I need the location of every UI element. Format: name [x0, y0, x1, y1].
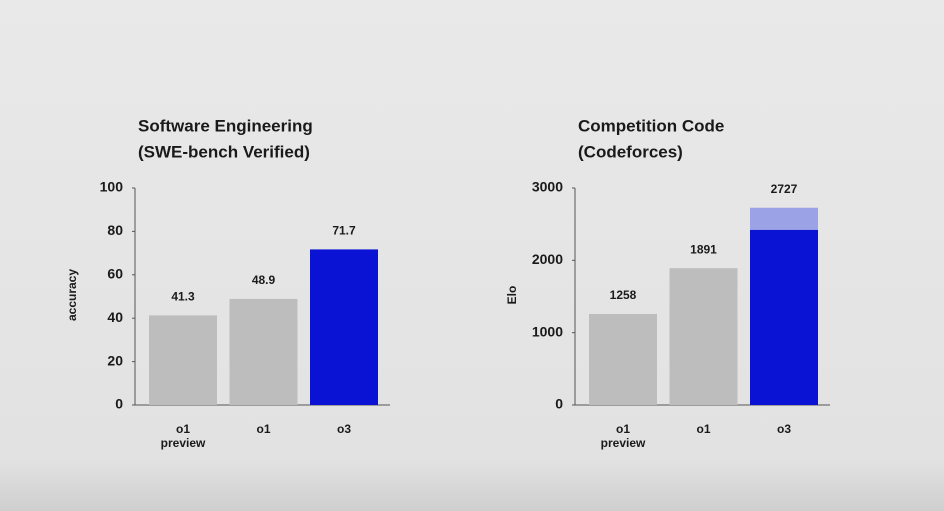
y-axis-label: accuracy — [65, 269, 79, 321]
value-label: 2727 — [771, 182, 798, 196]
chart-title: Competition Code — [578, 116, 724, 135]
x-tick-label: o1 preview — [161, 422, 206, 450]
y-tick-label: 80 — [107, 222, 123, 238]
bar — [669, 268, 738, 405]
bar — [310, 249, 378, 405]
y-tick-label: 20 — [107, 352, 123, 368]
chart-title: Software Engineering — [138, 116, 313, 135]
y-tick-label: 1000 — [532, 323, 563, 339]
y-axis-label: Elo — [505, 286, 519, 305]
x-tick-label: o1 — [696, 422, 710, 436]
x-tick-label: o1 — [256, 422, 270, 436]
bar — [229, 298, 298, 405]
value-label: 1258 — [610, 288, 637, 302]
x-tick-label: o1 preview — [601, 422, 646, 450]
value-label: 1891 — [690, 242, 717, 256]
x-tick-label: o3 — [777, 422, 791, 436]
y-tick-label: 40 — [107, 309, 123, 325]
y-tick-label: 0 — [115, 396, 123, 412]
bar — [750, 229, 818, 405]
bar — [589, 314, 657, 405]
y-tick-label: 100 — [100, 179, 124, 195]
y-tick-label: 0 — [555, 396, 563, 412]
y-tick-label: 3000 — [532, 179, 563, 195]
value-label: 48.9 — [252, 273, 276, 287]
chart-subtitle: (SWE-bench Verified) — [138, 142, 310, 161]
x-tick-label: o3 — [337, 422, 351, 436]
value-label: 71.7 — [332, 224, 356, 238]
y-tick-label: 2000 — [532, 251, 563, 267]
y-tick-label: 60 — [107, 266, 123, 282]
bar — [149, 315, 217, 405]
chart-subtitle: (Codeforces) — [578, 142, 683, 161]
value-label: 41.3 — [171, 290, 195, 304]
